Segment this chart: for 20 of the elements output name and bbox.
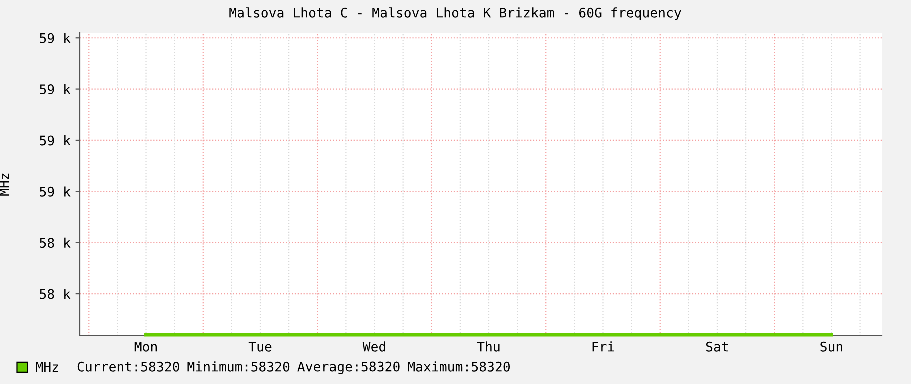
y-tick-label: 58 k xyxy=(40,238,71,248)
y-axis-title: MHz xyxy=(0,174,10,196)
y-tick-label: 58 k xyxy=(40,289,71,300)
legend-label: MHz xyxy=(36,362,58,372)
x-tick-label: Sat xyxy=(706,342,728,352)
text: Minimum:58320 xyxy=(188,362,290,372)
x-tick-label: Fri xyxy=(592,342,614,352)
x-tick-label: Sun xyxy=(820,342,842,352)
x-tick-label: Wed xyxy=(362,342,386,352)
text: Maximum:58320 xyxy=(408,362,510,372)
y-tick-label: 59 k xyxy=(40,84,71,95)
x-tick-label: Thu xyxy=(477,342,500,352)
y-tick-label: 59 k xyxy=(40,186,71,197)
y-tick-label: 59 k xyxy=(40,33,71,44)
x-tick-label: Tue xyxy=(248,342,272,352)
chart-title: Malsova Lhota C - Malsova Lhota K Brizkam - 60G frequency xyxy=(230,8,682,20)
x-tick-label: Mon xyxy=(134,342,158,352)
text: Current:58320 xyxy=(78,362,180,372)
text: Average:58320 xyxy=(298,362,400,374)
y-tick-label: 59 k xyxy=(40,136,71,146)
